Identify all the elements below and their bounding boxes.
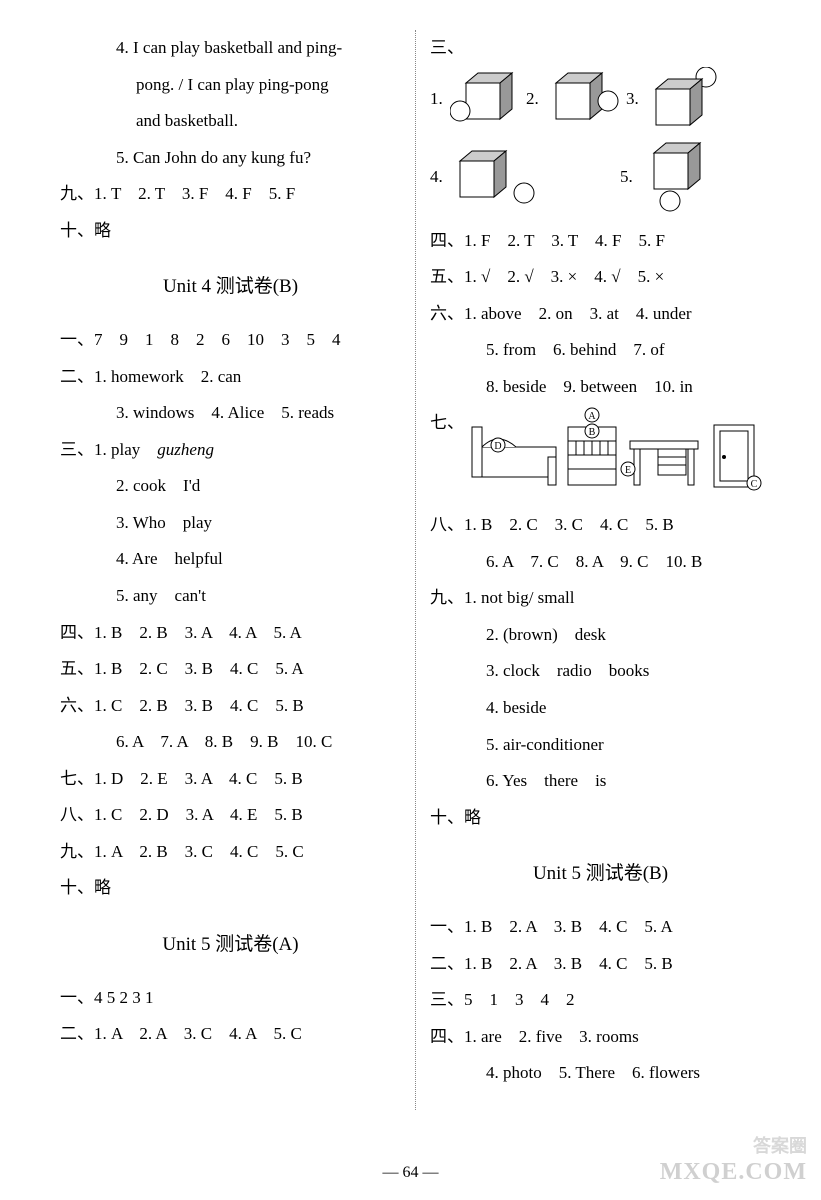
- r-five: 五、1. √ 2. √ 3. × 4. √ 5. ×: [430, 259, 771, 296]
- q4-line1: 4. I can play basketball and ping-: [60, 30, 401, 67]
- u4b-two-l2: 3. windows 4. Alice 5. reads: [60, 395, 401, 432]
- r-nine-l1: 九、1. not big/ small: [430, 580, 771, 617]
- u4b-seven: 七、1. D 2. E 3. A 4. C 5. B: [60, 761, 401, 798]
- u5b-four-l2: 4. photo 5. There 6. flowers: [430, 1055, 771, 1092]
- q4-line2: pong. / I can play ping-pong: [60, 67, 401, 104]
- u4b-six-l1: 六、1. C 2. B 3. B 4. C 5. B: [60, 688, 401, 725]
- u4b-ten: 十、略: [60, 870, 401, 907]
- seven-label: 七、: [430, 405, 464, 442]
- unit5a-title: Unit 5 测试卷(A): [60, 925, 401, 966]
- u4b-three-1-italic: guzheng: [157, 440, 214, 459]
- cubes-row1: 1. 2. 3.: [430, 67, 771, 133]
- cube-5-icon: [640, 139, 716, 217]
- u4b-eight: 八、1. C 2. D 3. A 4. E 5. B: [60, 797, 401, 834]
- q5-line: 5. Can John do any kung fu?: [60, 140, 401, 177]
- watermark-text: 答案圈: [753, 1132, 807, 1158]
- u4b-three-4: 4. Are helpful: [60, 541, 401, 578]
- r-six-l2: 5. from 6. behind 7. of: [430, 332, 771, 369]
- letter-d: D: [494, 441, 501, 452]
- unit4b-title: Unit 4 测试卷(B): [60, 267, 401, 308]
- u4b-two-l1: 二、1. homework 2. can: [60, 359, 401, 396]
- u5b-four-l1: 四、1. are 2. five 3. rooms: [430, 1019, 771, 1056]
- u4b-five: 五、1. B 2. C 3. B 4. C 5. A: [60, 651, 401, 688]
- r-nine-l2: 2. (brown) desk: [430, 617, 771, 654]
- seven-row: 七、 D A B: [430, 405, 771, 507]
- three-label: 三、: [430, 30, 771, 67]
- u5b-three: 三、5 1 3 4 2: [430, 982, 771, 1019]
- right-column: 三、 1. 2. 3.: [416, 30, 771, 1110]
- u4b-three-1-text: 三、1. play: [60, 440, 157, 459]
- two-column-layout: 4. I can play basketball and ping- pong.…: [60, 30, 771, 1110]
- r-four: 四、1. F 2. T 3. T 4. F 5. F: [430, 223, 771, 260]
- q4-line3: and basketball.: [60, 103, 401, 140]
- u4b-three-5: 5. any can't: [60, 578, 401, 615]
- r-nine-l6: 6. Yes there is: [430, 763, 771, 800]
- u4b-four: 四、1. B 2. B 3. A 4. A 5. A: [60, 615, 401, 652]
- letter-c: C: [750, 479, 757, 490]
- letter-e: E: [624, 465, 630, 476]
- cube-1-icon: [450, 67, 526, 133]
- u4b-six-l2: 6. A 7. A 8. B 9. B 10. C: [60, 724, 401, 761]
- u4b-one: 一、7 9 1 8 2 6 10 3 5 4: [60, 322, 401, 359]
- cube-4-icon: [450, 145, 540, 211]
- cube-num-5: 5.: [620, 159, 640, 196]
- cubes-row2: 4. 5.: [430, 139, 771, 217]
- u4b-three-1: 三、1. play guzheng: [60, 432, 401, 469]
- unit5b-title: Unit 5 测试卷(B): [430, 854, 771, 895]
- r-eight-l2: 6. A 7. C 8. A 9. C 10. B: [430, 544, 771, 581]
- room-furniture-icon: D A B E: [468, 407, 768, 499]
- cube-2-icon: [546, 67, 626, 133]
- r-six-l1: 六、1. above 2. on 3. at 4. under: [430, 296, 771, 333]
- r-nine-l5: 5. air-conditioner: [430, 727, 771, 764]
- u4b-three-3: 3. Who play: [60, 505, 401, 542]
- u5a-one: 一、4 5 2 3 1: [60, 980, 401, 1017]
- cube-3-icon: [646, 67, 722, 133]
- cube-num-3: 3.: [626, 81, 646, 118]
- letter-a: A: [588, 411, 596, 422]
- cube-num-2: 2.: [526, 81, 546, 118]
- u5b-one: 一、1. B 2. A 3. B 4. C 5. A: [430, 909, 771, 946]
- left-column: 4. I can play basketball and ping- pong.…: [60, 30, 416, 1110]
- r-nine-l4: 4. beside: [430, 690, 771, 727]
- cube-num-1: 1.: [430, 81, 450, 118]
- u5a-two: 二、1. A 2. A 3. C 4. A 5. C: [60, 1016, 401, 1053]
- watermark-url: MXQE.COM: [660, 1159, 807, 1186]
- r-ten: 十、略: [430, 800, 771, 837]
- letter-b: B: [588, 427, 595, 438]
- u4b-nine: 九、1. A 2. B 3. C 4. C 5. C: [60, 834, 401, 871]
- u4b-three-2: 2. cook I'd: [60, 468, 401, 505]
- r-nine-l3: 3. clock radio books: [430, 653, 771, 690]
- cube-num-4: 4.: [430, 159, 450, 196]
- ten-line: 十、略: [60, 213, 401, 250]
- u5b-two: 二、1. B 2. A 3. B 4. C 5. B: [430, 946, 771, 983]
- r-eight-l1: 八、1. B 2. C 3. C 4. C 5. B: [430, 507, 771, 544]
- nine-line: 九、1. T 2. T 3. F 4. F 5. F: [60, 176, 401, 213]
- r-six-l3: 8. beside 9. between 10. in: [430, 369, 771, 406]
